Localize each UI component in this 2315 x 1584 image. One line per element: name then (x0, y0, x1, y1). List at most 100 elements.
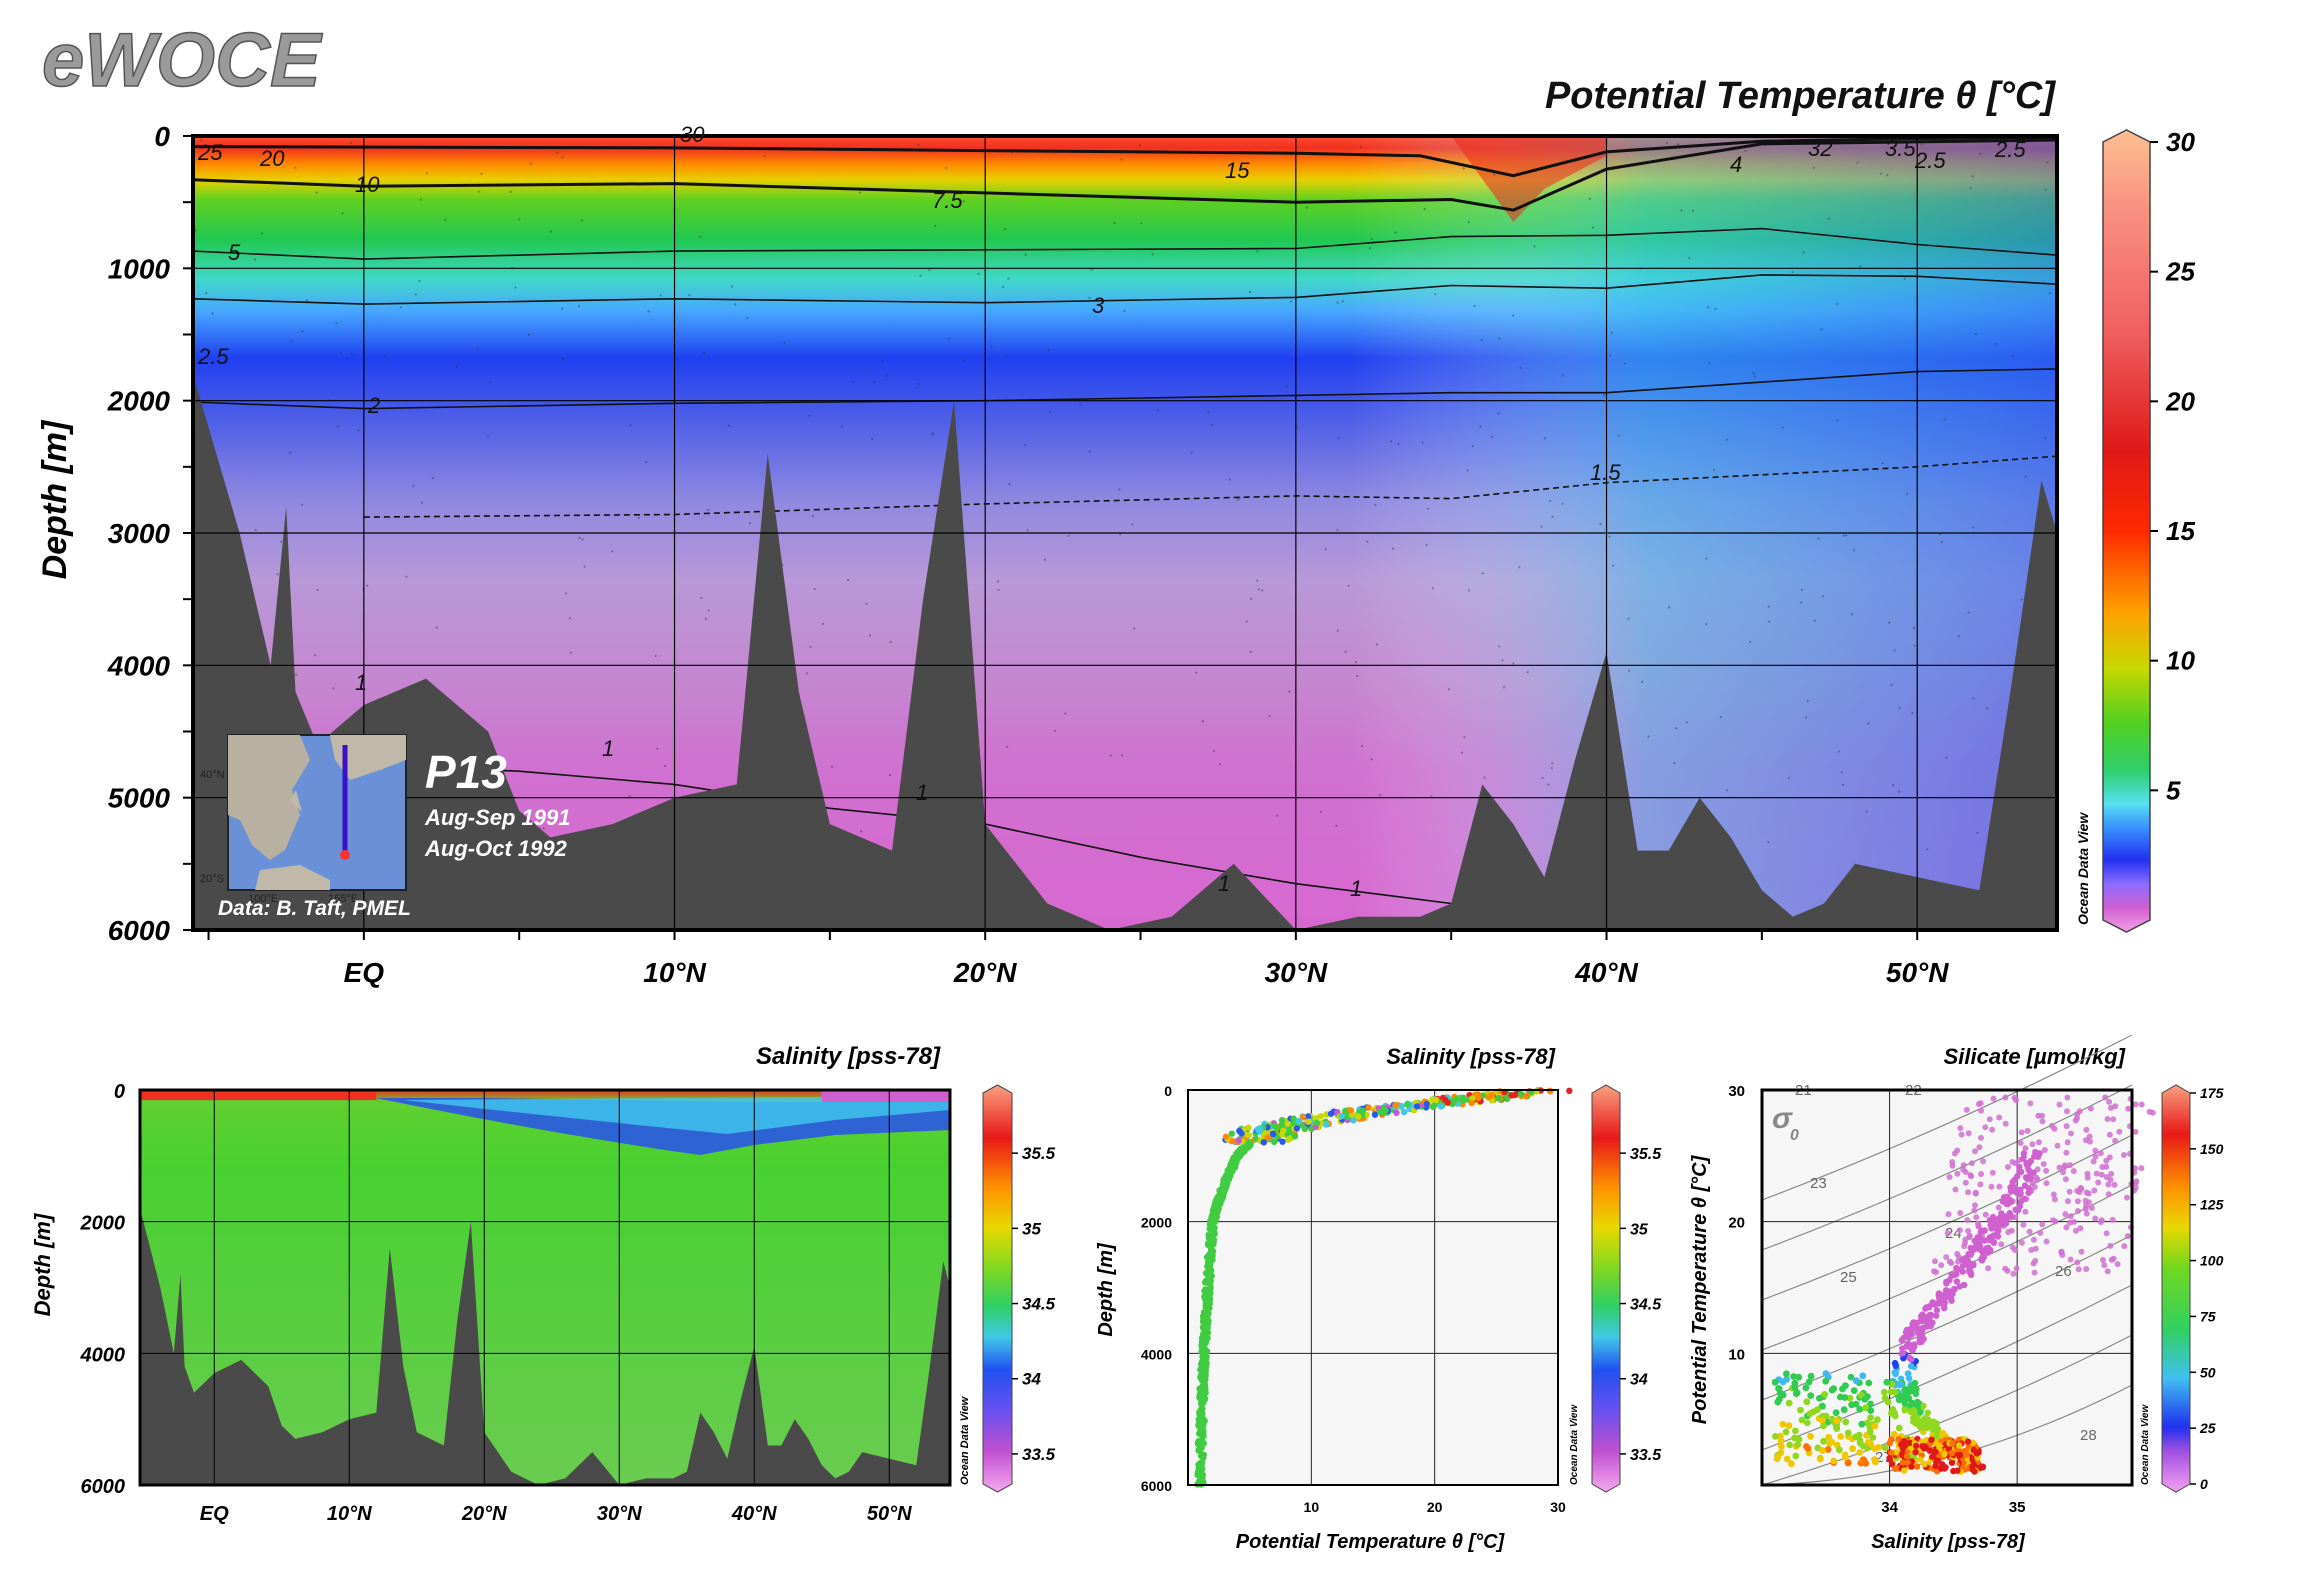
profile-point (1291, 1133, 1299, 1140)
salinity-colorbar: 35.5 35 34.5 34 33.5 Ocean Data View (959, 1084, 1056, 1493)
ts-point (2009, 1244, 2016, 1251)
sample-point (1976, 831, 1979, 834)
sample-point (1712, 468, 1716, 471)
profile-point (1495, 1094, 1502, 1102)
ts-point (1775, 1395, 1783, 1403)
contour-label: 1.5 (1590, 460, 1621, 485)
sample-point (1850, 613, 1853, 616)
ts-point (1955, 1442, 1963, 1449)
sample-point (1473, 305, 1476, 308)
sample-point (289, 451, 292, 454)
sample-point (1118, 488, 1121, 491)
profile-point (1228, 1130, 1236, 1137)
sample-point (1836, 302, 1839, 306)
sample-point (1447, 688, 1450, 691)
sample-point (1753, 375, 1756, 378)
colorbar-tick-label: 34.5 (1630, 1297, 1662, 1314)
profile-point (1433, 1096, 1440, 1104)
ts-point (1867, 1407, 1875, 1414)
sample-point (1256, 579, 1259, 582)
sample-point (945, 166, 948, 170)
ts-point (1805, 1378, 1813, 1386)
ts-point (1987, 1246, 1994, 1254)
ts-point (1862, 1404, 1870, 1412)
ts-point (2116, 1128, 2123, 1135)
sample-point (1024, 253, 1027, 256)
sample-point (1427, 507, 1430, 510)
ts-point (1871, 1445, 1879, 1452)
ts-point (1931, 1301, 1938, 1308)
ts-point (1998, 1241, 2005, 1248)
bathymetry (193, 374, 2057, 930)
ts-point (1871, 1422, 1879, 1430)
sample-point (1248, 290, 1252, 294)
ts-point (2002, 1120, 2009, 1127)
sample-point (1820, 328, 1823, 331)
ts-point (2091, 1187, 2098, 1194)
ts-point (2095, 1179, 2102, 1186)
ts-point (2022, 1145, 2029, 1152)
sample-point (199, 139, 202, 142)
sample-point (350, 353, 353, 356)
ts-point (2103, 1230, 2110, 1237)
sample-point (1207, 411, 1210, 414)
x-tick-label: 30 (1550, 1499, 1566, 1515)
profile-point (1202, 1376, 1209, 1384)
colorbar-tick-label: 30 (2166, 127, 2195, 157)
sample-point (1337, 436, 1340, 439)
ts-point (1841, 1394, 1849, 1401)
sample-point (1394, 231, 1397, 234)
profile-point (1199, 1388, 1206, 1395)
colorbar-tick-label: 33.5 (1630, 1447, 1662, 1464)
sample-point (611, 550, 614, 553)
sample-point (1561, 374, 1564, 377)
sample-point (1434, 293, 1437, 296)
contour-label: 4 (1730, 152, 1742, 177)
watermark: Ocean Data View (2075, 812, 2091, 925)
ts-point (2011, 1176, 2019, 1183)
profile-point (1203, 1277, 1210, 1284)
profile-point (1475, 1094, 1482, 1102)
sample-point (1347, 584, 1350, 587)
sample-point (1599, 522, 1602, 526)
contour-label: 30 (680, 122, 705, 147)
warm-surface-layer (193, 136, 1607, 223)
ts-point (1988, 1233, 1996, 1240)
sample-point (1421, 441, 1424, 444)
ts-point (1852, 1433, 1860, 1441)
profile-point (1566, 1087, 1573, 1095)
profile-point (1212, 1215, 1219, 1223)
ts-point (2043, 1238, 2050, 1245)
sample-point (400, 306, 403, 309)
sample-point (315, 191, 318, 194)
profile-point (1295, 1117, 1303, 1125)
sample-point (865, 602, 868, 605)
ts-point (1933, 1433, 1940, 1440)
sample-point (577, 305, 581, 308)
sample-point (808, 414, 811, 417)
sample-point (420, 501, 424, 504)
sample-point (1341, 300, 1344, 303)
ts-point (2102, 1094, 2109, 1101)
ts-point (1967, 1269, 1975, 1277)
sample-point (934, 224, 937, 227)
sample-point (1430, 795, 1433, 798)
sample-point (476, 347, 479, 350)
profile-point (1264, 1134, 1271, 1141)
ts-point (2028, 1247, 2035, 1253)
ts-point (1910, 1406, 1918, 1414)
ts-point (1865, 1379, 1873, 1387)
ts-point (1774, 1453, 1782, 1460)
profile-point (1299, 1114, 1307, 1121)
ts-point (1968, 1173, 1975, 1180)
isotherm-3 (192, 274, 2058, 305)
profile-scatter (1187, 1087, 1573, 1488)
sample-point (1121, 754, 1124, 757)
ts-point (1867, 1440, 1874, 1448)
sample-point (1836, 419, 1839, 422)
sample-point (1390, 440, 1393, 443)
ts-point (1790, 1373, 1797, 1380)
sample-point (1822, 595, 1825, 598)
colorbar-gradient (1591, 1084, 1621, 1493)
ts-point (1807, 1432, 1814, 1440)
